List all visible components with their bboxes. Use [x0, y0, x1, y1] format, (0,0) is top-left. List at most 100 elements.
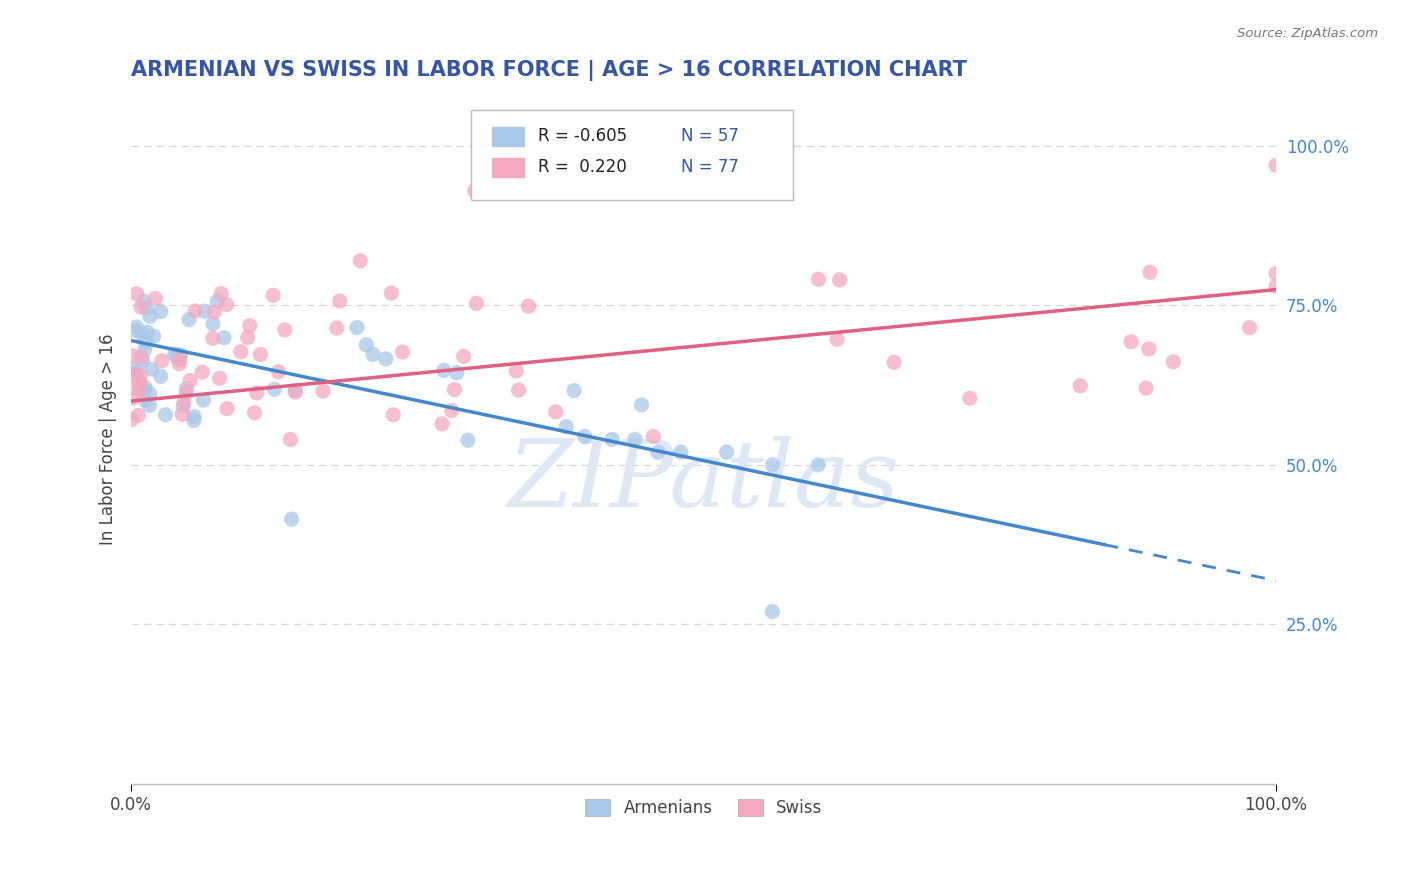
Armenians — [177, 312, 200, 326]
Armenians — [183, 413, 205, 427]
Armenians — [263, 382, 285, 396]
Armenians — [669, 445, 692, 459]
Swiss — [121, 412, 143, 426]
Armenians — [761, 605, 783, 619]
Swiss — [1135, 381, 1157, 395]
Swiss — [1069, 379, 1091, 393]
Swiss — [1239, 320, 1261, 334]
Armenians — [176, 382, 198, 396]
Armenians — [446, 366, 468, 380]
Swiss — [208, 371, 231, 385]
Swiss — [204, 305, 226, 319]
Swiss — [440, 403, 463, 417]
Armenians — [134, 380, 156, 394]
Swiss — [267, 365, 290, 379]
Swiss — [326, 321, 349, 335]
Swiss — [1265, 158, 1288, 172]
Armenians — [172, 399, 194, 413]
Armenians — [141, 362, 163, 376]
Swiss — [329, 293, 352, 308]
Armenians — [212, 331, 235, 345]
Armenians — [135, 301, 157, 316]
Armenians — [149, 304, 172, 318]
Swiss — [236, 330, 259, 344]
Armenians — [201, 317, 224, 331]
Armenians — [433, 363, 456, 377]
Y-axis label: In Labor Force | Age > 16: In Labor Force | Age > 16 — [100, 334, 117, 545]
Armenians — [134, 383, 156, 397]
Armenians — [134, 334, 156, 349]
Swiss — [172, 408, 194, 422]
Swiss — [243, 406, 266, 420]
Armenians — [600, 433, 623, 447]
Swiss — [544, 405, 567, 419]
Swiss — [131, 350, 153, 364]
Armenians — [139, 309, 162, 323]
Armenians — [121, 361, 143, 376]
Swiss — [127, 409, 149, 423]
Swiss — [129, 368, 152, 383]
Swiss — [173, 395, 195, 409]
Swiss — [465, 296, 488, 310]
Armenians — [183, 409, 205, 424]
Swiss — [201, 331, 224, 345]
Armenians — [280, 512, 302, 526]
Swiss — [1139, 265, 1161, 279]
Armenians — [716, 445, 738, 459]
Armenians — [124, 324, 146, 338]
Armenians — [761, 458, 783, 472]
Armenians — [138, 399, 160, 413]
Swiss — [184, 304, 207, 318]
Swiss — [1163, 355, 1185, 369]
Armenians — [630, 398, 652, 412]
Swiss — [274, 323, 297, 337]
Swiss — [121, 348, 143, 362]
Swiss — [280, 433, 302, 447]
Swiss — [825, 332, 848, 346]
Armenians — [163, 347, 186, 361]
Bar — [492, 127, 524, 146]
Swiss — [349, 253, 371, 268]
Swiss — [262, 288, 284, 302]
Swiss — [1265, 279, 1288, 293]
Swiss — [121, 391, 143, 405]
Swiss — [215, 298, 238, 312]
Armenians — [374, 351, 396, 366]
Armenians — [139, 386, 162, 401]
Armenians — [647, 445, 669, 459]
Swiss — [453, 350, 475, 364]
Swiss — [191, 365, 214, 379]
Text: R = -0.605: R = -0.605 — [537, 128, 627, 145]
Swiss — [505, 364, 527, 378]
Swiss — [229, 344, 252, 359]
Swiss — [643, 429, 665, 443]
Armenians — [149, 369, 172, 384]
Swiss — [124, 367, 146, 381]
Swiss — [145, 292, 167, 306]
Armenians — [284, 384, 307, 398]
Swiss — [169, 352, 191, 367]
Armenians — [807, 458, 830, 472]
Swiss — [382, 408, 405, 422]
Text: N = 57: N = 57 — [681, 128, 738, 145]
Armenians — [125, 320, 148, 334]
Swiss — [129, 376, 152, 390]
Swiss — [430, 417, 453, 431]
Swiss — [464, 184, 486, 198]
Swiss — [150, 353, 173, 368]
Armenians — [207, 294, 229, 309]
Swiss — [174, 385, 197, 400]
Armenians — [142, 329, 165, 343]
Swiss — [380, 285, 402, 300]
Swiss — [284, 385, 307, 400]
Text: ARMENIAN VS SWISS IN LABOR FORCE | AGE > 16 CORRELATION CHART: ARMENIAN VS SWISS IN LABOR FORCE | AGE >… — [131, 60, 967, 80]
Armenians — [346, 320, 368, 334]
Armenians — [562, 384, 585, 398]
Armenians — [134, 343, 156, 357]
Text: Source: ZipAtlas.com: Source: ZipAtlas.com — [1237, 27, 1378, 40]
Swiss — [391, 345, 413, 359]
Swiss — [508, 383, 530, 397]
Swiss — [209, 286, 232, 301]
Text: N = 77: N = 77 — [681, 159, 738, 177]
Swiss — [246, 385, 269, 400]
